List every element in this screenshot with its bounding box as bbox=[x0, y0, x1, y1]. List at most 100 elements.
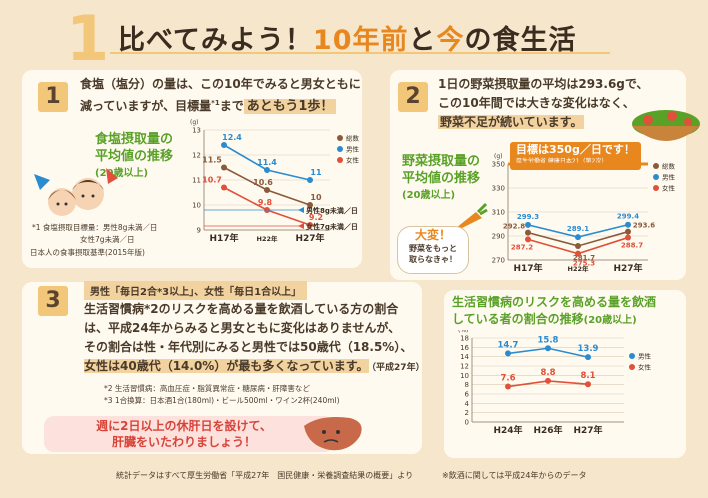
data-point bbox=[545, 377, 551, 384]
y-tick-label: 6 bbox=[465, 391, 470, 399]
data-label: 292.8 bbox=[503, 223, 525, 231]
legend-label: 男性 bbox=[346, 145, 360, 154]
x-tick-label: H27年 bbox=[613, 262, 642, 274]
data-point bbox=[575, 250, 581, 257]
alcohol-note-3: *3 1合換算：日本酒1合(180ml)・ビール500ml・ワイン2杯(240m… bbox=[104, 396, 340, 405]
data-label: 14.7 bbox=[498, 340, 519, 350]
data-label: 10 bbox=[310, 193, 322, 202]
x-tick-label: H24年 bbox=[493, 424, 522, 436]
y-tick-label: 14 bbox=[460, 353, 469, 361]
children-illustration bbox=[34, 168, 118, 216]
y-tick-label: 12 bbox=[460, 363, 469, 371]
y-tick-label: 18 bbox=[460, 335, 469, 343]
y-tick-label: 11 bbox=[192, 177, 201, 185]
y-tick-label: 13 bbox=[192, 127, 201, 135]
section2-line3: 野菜不足が続いています。 bbox=[438, 115, 585, 129]
data-label: 289.1 bbox=[567, 225, 589, 233]
liver-illustration bbox=[304, 417, 362, 451]
legend-label: 男性 bbox=[662, 173, 676, 182]
legend-marker bbox=[337, 157, 343, 163]
data-label: 281.7 bbox=[573, 254, 595, 262]
x-tick-label: H17年 bbox=[513, 262, 542, 274]
data-label: 10.7 bbox=[202, 176, 222, 185]
y-tick-label: 290 bbox=[492, 233, 505, 241]
data-label: 8.8 bbox=[540, 368, 555, 378]
y-tick-label: 12 bbox=[192, 152, 201, 160]
data-label: 275.3 bbox=[573, 260, 595, 268]
page-title: 比べてみよう！10年前と今の食生活 bbox=[118, 25, 577, 56]
data-point bbox=[221, 142, 227, 148]
data-label: 15.8 bbox=[538, 335, 559, 345]
x-tick-label: H17年 bbox=[209, 232, 238, 244]
legend-marker bbox=[653, 163, 659, 169]
salt-footnote-1: *1 食塩摂取目標量：男性8g未満／日 bbox=[32, 223, 158, 232]
section2-number: 2 bbox=[398, 82, 428, 112]
section3-line3: その割合は性・年代別にみると男性では50歳代（18.5%）、 bbox=[84, 340, 413, 354]
speech-bubble: 大変！ 野菜をもっと 取らなきゃ！ bbox=[397, 226, 469, 274]
y-unit-label: (%) bbox=[458, 330, 468, 334]
data-point bbox=[575, 234, 581, 241]
data-point bbox=[625, 234, 631, 241]
data-label: 10.6 bbox=[253, 178, 273, 187]
y-tick-label: 10 bbox=[192, 202, 201, 210]
y-unit-label: (g) bbox=[190, 119, 199, 126]
legend-label: 男性 bbox=[638, 352, 652, 361]
x-tick-label: H22年 bbox=[257, 234, 278, 243]
data-label: 9.8 bbox=[258, 198, 273, 207]
x-tick-label: H27年 bbox=[295, 232, 324, 244]
alcohol-note-2: *2 生活習慣病：高血圧症・脂質異常症・糖尿病・肝障害など bbox=[104, 384, 310, 393]
legend-marker bbox=[653, 185, 659, 191]
salt-footnote-2: 女性7g未満／日 bbox=[80, 235, 135, 244]
data-label: 299.4 bbox=[617, 213, 639, 221]
y-tick-label: 2 bbox=[465, 409, 469, 417]
section3-line2: は、平成24年からみると男女ともに変化はありませんが、 bbox=[84, 321, 401, 335]
target-female-label: 女性7g未満／日 bbox=[306, 222, 358, 231]
salt-chart-title: 食塩摂取量の 平均値の推移 (20歳以上) bbox=[95, 132, 174, 179]
data-point bbox=[307, 202, 313, 208]
data-point bbox=[625, 221, 631, 228]
panel-alcohol-chart bbox=[444, 290, 686, 458]
x-tick-label: H27年 bbox=[573, 424, 602, 436]
data-point bbox=[625, 228, 631, 235]
data-point bbox=[585, 354, 591, 361]
alcohol-chart-title: 生活習慣病のリスクを高める量を飲酒 している者の割合の推移(20歳以上) bbox=[452, 295, 657, 326]
alcohol-criteria-tag: 男性「毎日2合*3以上」、女性「毎日1合以上」 bbox=[84, 281, 308, 300]
x-tick-label: H26年 bbox=[533, 424, 562, 436]
legend-marker bbox=[629, 353, 635, 359]
veg-chart-title: 野菜摂取量の 平均値の推移 (20歳以上) bbox=[402, 154, 481, 201]
data-point bbox=[545, 345, 551, 352]
legend-marker bbox=[337, 135, 343, 141]
section1-number: 1 bbox=[38, 82, 68, 112]
header-number: 1 bbox=[66, 2, 110, 75]
footer-source: 統計データはすべて厚生労働省「平成27年 国民健康・栄養調査結果の概要」より bbox=[116, 471, 414, 480]
section2-line1: 1日の野菜摂取量の平均は293.6gで、 bbox=[438, 77, 649, 91]
y-tick-label: 0 bbox=[465, 419, 469, 427]
data-label: 9.2 bbox=[309, 213, 323, 222]
legend-label: 総数 bbox=[662, 162, 676, 171]
data-point bbox=[525, 236, 531, 243]
data-point bbox=[505, 383, 511, 390]
legend-label: 女性 bbox=[662, 184, 676, 193]
data-point bbox=[221, 164, 227, 171]
x-tick-label: H22年 bbox=[568, 264, 589, 273]
data-label: 299.3 bbox=[517, 213, 539, 221]
liver-message-box bbox=[44, 416, 334, 452]
data-label: 287.2 bbox=[511, 243, 533, 251]
y-unit-label: (g) bbox=[494, 153, 503, 160]
salad-bowl-illustration bbox=[632, 110, 700, 141]
data-label: 7.6 bbox=[500, 374, 515, 384]
legend-marker bbox=[337, 146, 343, 152]
legend-marker bbox=[653, 174, 659, 180]
data-label: 288.7 bbox=[621, 242, 643, 250]
data-point bbox=[505, 350, 511, 357]
data-point bbox=[307, 177, 313, 183]
liver-message: 週に2日以上の休肝日を設けて、 肝臓をいたわりましょう！ bbox=[96, 419, 272, 449]
y-tick-label: 4 bbox=[465, 400, 470, 408]
data-point bbox=[307, 222, 313, 228]
footer-note: ※飲酒に関しては平成24年からのデータ bbox=[442, 471, 587, 480]
y-tick-label: 8 bbox=[465, 381, 469, 389]
data-point bbox=[264, 167, 270, 173]
data-label: 11.4 bbox=[257, 158, 277, 167]
data-point bbox=[525, 221, 531, 228]
section1-line2: 減っていますが、目標量*1まで あともう1歩！ bbox=[80, 94, 337, 116]
